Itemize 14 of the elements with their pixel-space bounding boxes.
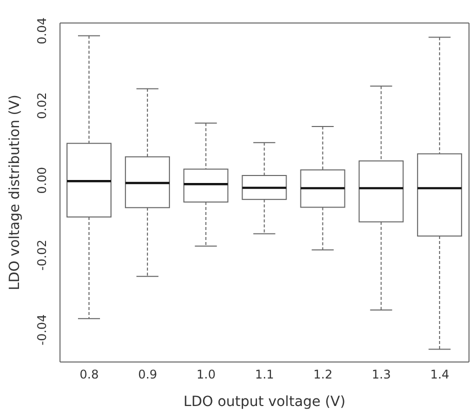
y-tick-label: -0.04: [35, 314, 49, 346]
x-axis-title: LDO output voltage (V): [184, 394, 346, 410]
y-tick-label: 0.02: [35, 92, 49, 119]
y-axis-title: LDO voltage distribution (V): [6, 94, 23, 290]
y-tick-label: 0.04: [35, 17, 49, 44]
x-tick-label: 0.8: [80, 368, 99, 382]
x-tick-label: 1.2: [313, 368, 332, 382]
x-tick-label: 1.0: [196, 368, 216, 382]
x-tick-label: 1.4: [430, 368, 450, 382]
x-tick-label: 1.3: [372, 368, 391, 382]
x-tick-label: 0.9: [138, 368, 158, 382]
y-tick-label: -0.02: [35, 240, 49, 271]
y-tick-label: 0.00: [35, 166, 49, 194]
x-tick-label: 1.1: [254, 368, 274, 382]
